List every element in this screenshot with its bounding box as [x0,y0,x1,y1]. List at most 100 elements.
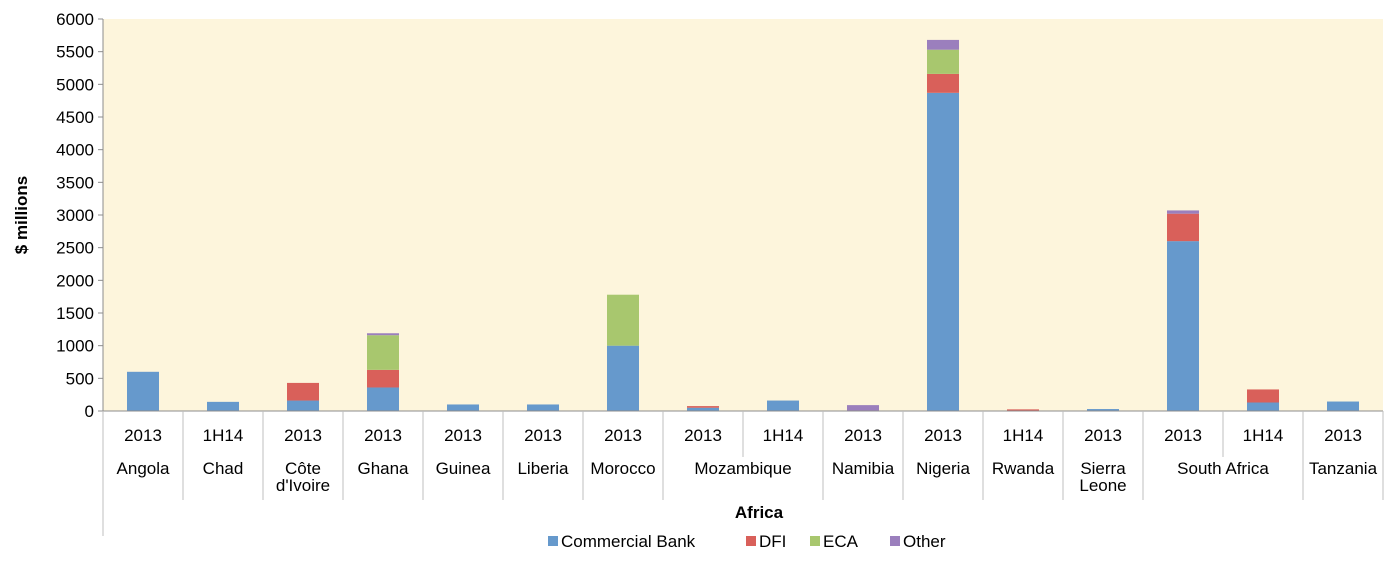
x-group-label-line: d'Ivoire [276,476,330,495]
x-group-label: Ghana [357,459,409,478]
x-group-label-line: Mozambique [694,459,791,478]
legend-swatch-other [890,536,900,546]
bar-segment-commercial-bank [767,400,799,411]
legend-label: Commercial Bank [561,532,696,551]
x-group-label-line: Ghana [357,459,409,478]
x-axis-title: Africa [735,503,784,522]
legend-label: DFI [759,532,786,551]
x-group-label-line: Namibia [832,459,895,478]
bar-segment-dfi [1247,389,1279,403]
x-category-label: 2013 [124,426,162,445]
bar-segment-commercial-bank [927,92,959,412]
x-group-label-line: Guinea [436,459,491,478]
x-category-label: 1H14 [1243,426,1284,445]
bar-segment-eca [607,294,639,346]
x-group-label: Nigeria [916,459,970,478]
x-group-label: Liberia [517,459,569,478]
x-category-label: 2013 [524,426,562,445]
x-category-label: 1H14 [1003,426,1044,445]
x-category-label: 2013 [604,426,642,445]
x-group-label-line: Chad [203,459,244,478]
y-tick-label: 6000 [56,10,94,29]
x-category-label: 1H14 [763,426,804,445]
x-axis: 2013 1H14 2013 2013 2013 2013 2013 2013 1H14 2013… [102,410,1384,536]
bar-segment-commercial-bank [207,401,239,411]
bar-segment-commercial-bank [447,404,479,411]
bar-segment-commercial-bank [1247,402,1279,411]
bar-segment-dfi [927,73,959,93]
y-tick-label: 1500 [56,304,94,323]
x-group-label: Angola [117,459,170,478]
x-group-label-line: Nigeria [916,459,970,478]
y-tick-label: 2500 [56,239,94,258]
x-group-label: Namibia [832,459,895,478]
bar-segment-commercial-bank [287,400,319,411]
x-category-label: 2013 [684,426,722,445]
y-axis: 0 500 1000 1500 2000 2500 3000 3500 4000 4500 5000… [56,10,104,421]
y-tick-label: 4500 [56,108,94,127]
bars-layer [127,39,1359,412]
x-group-label: Sierra Leone [1079,459,1126,495]
bar-segment-dfi [287,382,319,401]
x-group-label-line: Liberia [517,459,569,478]
x-group-label-line: Tanzania [1309,459,1378,478]
x-category-label: 2013 [284,426,322,445]
bar-segment-commercial-bank [1087,409,1119,411]
bar-segment-commercial-bank [607,345,639,411]
y-axis-title: $ millions [12,176,31,254]
y-tick-label: 2000 [56,271,94,290]
bar-segment-other [367,333,399,336]
bar-segment-commercial-bank [127,371,159,411]
x-category-label: 2013 [1164,426,1202,445]
bar-segment-commercial-bank [687,407,719,411]
x-group-label-line: Leone [1079,476,1126,495]
x-group-label: Côte d'Ivoire [276,459,330,495]
bar-segment-eca [367,335,399,370]
y-tick-label: 0 [85,402,94,421]
bar-segment-dfi [1167,213,1199,242]
legend-swatch-dfi [746,536,756,546]
x-group-label-line: South Africa [1177,459,1269,478]
x-group-label: Chad [203,459,244,478]
y-tick-label: 3000 [56,206,94,225]
x-group-label-line: Morocco [590,459,655,478]
x-category-label: 1H14 [203,426,244,445]
legend-label: ECA [823,532,859,551]
bar-segment-commercial-bank [367,387,399,411]
x-group-label: Morocco [590,459,655,478]
bar-segment-other [927,39,959,50]
legend-swatch-commercial-bank [548,536,558,546]
x-group-label: Rwanda [992,459,1055,478]
x-group-label: South Africa [1177,459,1269,478]
bar-segment-eca [927,49,959,74]
bar-segment-other [1167,210,1199,214]
bar-segment-dfi [367,369,399,388]
y-tick-label: 500 [66,369,94,388]
x-group-label-line: Sierra [1080,459,1126,478]
y-tick-label: 5500 [56,43,94,62]
x-category-label: 2013 [364,426,402,445]
x-category-label: 2013 [444,426,482,445]
x-group-label: Tanzania [1309,459,1378,478]
x-group-label: Mozambique [694,459,791,478]
y-tick-label: 3500 [56,173,94,192]
x-category-label: 2013 [1084,426,1122,445]
bar-segment-commercial-bank [1167,241,1199,411]
legend: Commercial Bank DFI ECA Other [548,532,946,551]
bar-segment-commercial-bank [527,404,559,411]
legend-label: Other [903,532,946,551]
bar-segment-other [847,405,879,411]
bar-segment-dfi [1007,409,1039,411]
legend-swatch-eca [810,536,820,546]
bar-segment-dfi [687,406,719,408]
bar-segment-commercial-bank [1327,401,1359,411]
x-category-label: 2013 [1324,426,1362,445]
y-tick-label: 1000 [56,337,94,356]
x-group-label-line: Angola [117,459,170,478]
x-group-label: Guinea [436,459,491,478]
x-group-label-line: Côte [285,459,321,478]
x-category-label: 2013 [924,426,962,445]
y-tick-label: 5000 [56,75,94,94]
